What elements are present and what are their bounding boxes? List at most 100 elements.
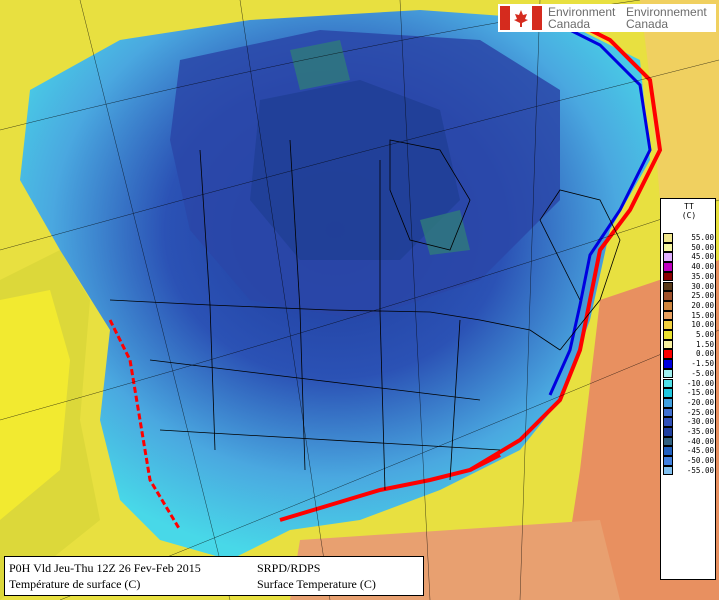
legend-entry: -45.00 [663, 446, 715, 457]
legend-label: -35.00 [686, 427, 714, 436]
canada-flag-icon [500, 6, 542, 30]
legend-title-var: TT [684, 202, 694, 211]
legend-label: -10.00 [686, 378, 714, 388]
temperature-legend: TT (C) 55.00 50.00 45.00 40.00 35.00 30.00 25.… [660, 198, 716, 580]
legend-entry: -50.00 [663, 456, 715, 466]
province-line-2 [289, 139, 301, 311]
brand-line2-left: Canada [548, 17, 591, 31]
legend-entry: 5.00 [663, 330, 715, 340]
legend-swatch [663, 252, 673, 263]
legend-label: -20.00 [686, 397, 714, 407]
legend-label: -45.00 [686, 446, 714, 456]
legend-entry: 10.00 [663, 320, 715, 330]
legend-label: -15.00 [686, 388, 714, 398]
legend-label: 5.00 [695, 330, 714, 339]
freezing-line-west [108, 319, 182, 531]
state-line-5 [149, 359, 481, 401]
legend-entry: -55.00 [663, 465, 715, 476]
arctic-deep-core [250, 80, 460, 260]
legend-label: -5.00 [691, 368, 714, 378]
legend-entry: 40.00 [663, 262, 715, 272]
legend-label: -50.00 [686, 456, 714, 466]
legend-swatch [663, 320, 673, 330]
variable-label-en: Surface Temperature (C) [257, 577, 376, 591]
legend-label: 20.00 [691, 300, 714, 310]
model-label: SRPD/RDPS [257, 561, 321, 575]
legend-entry: -1.50 [663, 359, 715, 369]
legend-entry: 20.00 [663, 300, 715, 311]
legend-label: -40.00 [686, 436, 714, 446]
brand-line1-right: Environnement [626, 5, 707, 19]
province-line-1 [199, 149, 211, 306]
legend-swatch [663, 233, 673, 243]
legend-swatch [663, 388, 673, 398]
legend-swatch [663, 359, 673, 369]
legend-label: 30.00 [691, 281, 714, 291]
legend-swatch [663, 446, 673, 457]
legend-swatch [663, 262, 673, 272]
legend-swatch [663, 436, 673, 447]
legend-swatch [663, 242, 673, 253]
info-box: P0H Vld Jeu-Thu 12Z 26 Fev-Feb 2015 Temp… [4, 556, 424, 596]
legend-label: 40.00 [691, 262, 714, 272]
legend-swatch [663, 349, 673, 360]
pacific-ocean [0, 290, 70, 520]
freezing-line-east-blue [548, 23, 652, 396]
state-line-1 [209, 304, 216, 451]
brand-line1-left: Environment [548, 5, 616, 19]
legend-entry: 25.00 [663, 291, 715, 301]
valid-time-label: P0H Vld Jeu-Thu 12Z 26 Fev-Feb 2015 [9, 561, 201, 575]
legend-swatch [663, 310, 673, 321]
legend-label: -30.00 [686, 417, 714, 427]
freezing-line-south [279, 453, 501, 522]
state-line-3 [379, 311, 386, 491]
legend-swatch [663, 378, 673, 389]
legend-entry: -35.00 [663, 427, 715, 437]
legend-entry: -40.00 [663, 436, 715, 447]
legend-swatch [663, 397, 673, 408]
legend-swatch [663, 368, 673, 379]
legend-swatch [663, 407, 673, 418]
brand-line2-right: Canada [626, 17, 669, 31]
state-line-2 [299, 309, 306, 471]
legend-entry: 50.00 [663, 242, 715, 253]
legend-label: -55.00 [686, 465, 714, 475]
legend-label: 35.00 [691, 271, 714, 281]
legend-label: 10.00 [691, 320, 714, 330]
tundra-patch-1 [290, 40, 350, 90]
legend-label: 45.00 [691, 252, 714, 262]
legend-label: 0.00 [695, 349, 714, 359]
variable-label-fr: Température de surface (C) [9, 577, 141, 591]
legend-swatch [663, 300, 673, 311]
state-line-6 [159, 429, 501, 451]
legend-label: 15.00 [691, 310, 714, 320]
legend-entry: 30.00 [663, 281, 715, 292]
legend-swatch [663, 271, 673, 282]
legend-swatch [663, 291, 673, 301]
legend-title-unit: (C) [681, 211, 697, 220]
legend-swatch [663, 417, 673, 427]
legend-entry: -15.00 [663, 388, 715, 398]
legend-label: 25.00 [691, 291, 714, 301]
legend-label: -25.00 [686, 407, 714, 417]
legend-swatch [663, 281, 673, 292]
hudson-bay [389, 139, 471, 251]
legend-swatch [663, 427, 673, 437]
legend-entry: 55.00 [663, 233, 715, 243]
legend-label: 55.00 [691, 233, 714, 242]
legend-entry: -10.00 [663, 378, 715, 389]
legend-label: 1.50 [695, 339, 714, 349]
tundra-patch-2 [420, 210, 470, 255]
borders [109, 139, 621, 491]
legend-entry: 0.00 [663, 349, 715, 360]
legend-entry: 15.00 [663, 310, 715, 321]
state-line-4 [449, 319, 461, 481]
environment-canada-logo: Environment Canada Environnement Canada [498, 4, 716, 32]
legend-entry: 45.00 [663, 252, 715, 263]
legend-swatch [663, 330, 673, 340]
legend-entry: -20.00 [663, 397, 715, 408]
legend-swatch [663, 456, 673, 466]
legend-swatch [663, 339, 673, 350]
legend-entry: -5.00 [663, 368, 715, 379]
